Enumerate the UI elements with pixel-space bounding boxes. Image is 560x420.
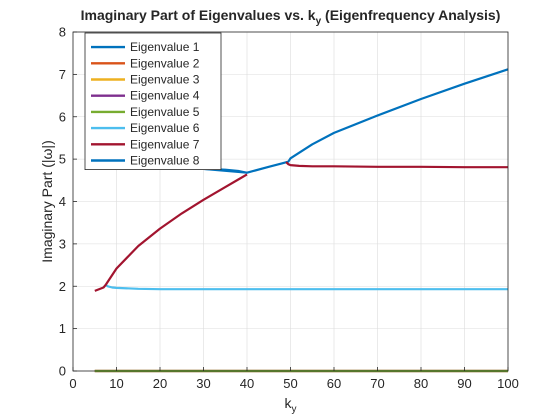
legend-entry: Eigenvalue 8: [91, 154, 200, 168]
x-axis-label-subscript: y: [292, 404, 297, 415]
legend-label: Eigenvalue 8: [130, 154, 200, 168]
y-tick-label: 0: [59, 364, 66, 379]
x-tick-label: 40: [240, 376, 254, 391]
y-axis-ticks: 0 1 2 3 4 5 6 7 8: [59, 25, 77, 379]
legend-label: Eigenvalue 3: [130, 73, 200, 87]
legend-entry: Eigenvalue 7: [91, 137, 200, 151]
legend-entry: Eigenvalue 2: [91, 56, 200, 70]
series-line-8: [285, 161, 508, 169]
x-tick-label: 20: [153, 376, 167, 391]
x-tick-label: 70: [370, 376, 384, 391]
legend-label: Eigenvalue 1: [130, 40, 200, 54]
x-tick-label: 60: [327, 376, 341, 391]
x-tick-label: 90: [457, 376, 471, 391]
x-axis-label-main: k: [285, 395, 293, 411]
x-tick-label: 30: [196, 376, 210, 391]
series-line-6: [105, 284, 508, 291]
legend-label: Eigenvalue 6: [130, 121, 200, 135]
chart-title: Imaginary Part of Eigenvalues vs. ky (Ei…: [81, 7, 501, 27]
legend-box: [84, 32, 222, 171]
legend: Eigenvalue 1 Eigenvalue 2 Eigenvalue 3 Eige…: [84, 32, 222, 171]
y-tick-label: 8: [59, 25, 66, 40]
legend-entry: Eigenvalue 4: [91, 89, 200, 103]
y-tick-label: 2: [59, 279, 66, 294]
series-line-7: [94, 173, 248, 292]
y-tick-label: 5: [59, 152, 66, 167]
y-tick-label: 7: [59, 67, 66, 82]
y-tick-label: 3: [59, 236, 66, 251]
y-tick-label: 6: [59, 109, 66, 124]
chart-title-subscript: y: [316, 16, 322, 27]
x-tick-label: 50: [283, 376, 297, 391]
legend-entry: Eigenvalue 3: [91, 73, 200, 87]
x-tick-label: 80: [414, 376, 428, 391]
chart-title-tail: (Eigenfrequency Analysis): [321, 7, 500, 23]
legend-label: Eigenvalue 2: [130, 56, 200, 70]
legend-entry: Eigenvalue 6: [91, 121, 200, 135]
y-tick-label: 4: [59, 194, 66, 209]
x-axis-ticks: 0 10 20 30 40 50 60 70 80 90 100: [69, 367, 519, 391]
y-axis-label: Imaginary Part (|ω|): [39, 140, 55, 262]
x-tick-label: 0: [69, 376, 76, 391]
legend-label: Eigenvalue 4: [130, 89, 200, 103]
x-axis-label: ky: [285, 395, 297, 415]
legend-label: Eigenvalue 7: [130, 137, 200, 151]
y-tick-label: 1: [59, 321, 66, 336]
legend-label: Eigenvalue 5: [130, 105, 200, 119]
chart-title-main: Imaginary Part of Eigenvalues vs. k: [81, 7, 316, 23]
legend-entry: Eigenvalue 1: [91, 40, 200, 54]
legend-entry: Eigenvalue 5: [91, 105, 200, 119]
x-tick-label: 10: [109, 376, 123, 391]
x-tick-label: 100: [497, 376, 519, 391]
